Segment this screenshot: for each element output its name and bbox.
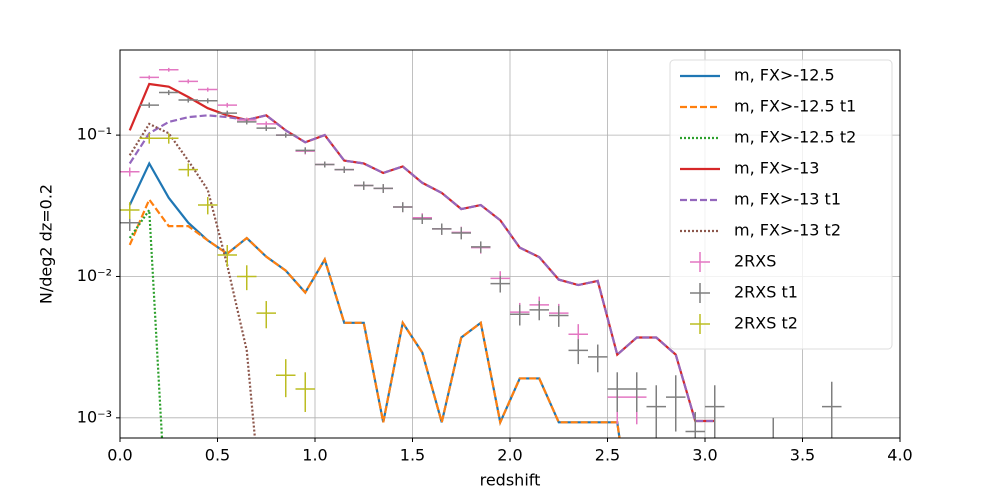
x-tick-label: 2.5 [595, 446, 620, 465]
error-point [178, 79, 198, 84]
legend-label: m, FX>-12.5 t2 [734, 128, 856, 147]
error-point [646, 385, 666, 438]
error-point [549, 305, 569, 327]
error-point [217, 110, 237, 116]
legend-label: 2RXS t2 [734, 314, 798, 333]
legend: m, FX>-12.5 m, FX>-12.5 t1 m, FX>-12.5 t2 m… [669, 59, 893, 350]
error-point [490, 275, 510, 293]
legend-box [669, 59, 893, 350]
series-line [128, 114, 715, 423]
ticks: 0.0 0.5 1.0 1.5 2.0 2.5 3.0 3.5 4.0 10⁻³ 10⁻² 10⁻¹ [77, 125, 913, 465]
legend-label: m, FX>-13 t1 [734, 190, 841, 209]
error-point [588, 344, 608, 373]
error-point [510, 304, 530, 326]
error-point [705, 385, 725, 438]
error-point [315, 161, 335, 168]
error-point [159, 67, 179, 72]
error-point [373, 184, 393, 193]
x-axis-label: redshift [480, 471, 541, 490]
error-point [295, 372, 315, 412]
error-point [276, 132, 296, 138]
error-point [178, 97, 198, 103]
legend-label: m, FX>-13 t2 [734, 221, 841, 240]
error-point [822, 381, 842, 438]
x-tick-label: 0.5 [205, 446, 230, 465]
series-line [128, 206, 164, 438]
error-point [139, 133, 159, 144]
y-axis-label: N/deg2 dz=0.2 [37, 184, 56, 304]
error-point [772, 417, 774, 438]
error-point [451, 227, 471, 240]
error-point [178, 163, 198, 177]
error-point [393, 202, 413, 213]
error-point [139, 75, 159, 80]
error-point [432, 223, 452, 235]
legend-label: 2RXS [734, 252, 776, 271]
y-tick-label: 10⁻¹ [77, 125, 112, 144]
series-line [128, 197, 621, 438]
error-point [334, 166, 354, 173]
error-point [256, 125, 276, 131]
error-point [217, 244, 237, 267]
x-tick-label: 3.0 [692, 446, 717, 465]
legend-label: m, FX>-13 [734, 159, 819, 178]
error-point [666, 375, 686, 432]
error-point [198, 196, 218, 215]
error-point [354, 181, 374, 190]
error-point [607, 372, 627, 412]
x-tick-label: 1.0 [302, 446, 327, 465]
error-point [237, 265, 257, 291]
error-point [120, 202, 140, 220]
legend-label: 2RXS t1 [734, 283, 798, 302]
x-tick-label: 0.0 [107, 446, 132, 465]
error-point [412, 214, 432, 225]
x-tick-label: 3.5 [790, 446, 815, 465]
error-point [159, 133, 179, 144]
plot-area [120, 67, 842, 438]
error-point [529, 301, 549, 321]
y-tick-label: 10⁻² [77, 266, 112, 285]
error-point [217, 102, 237, 108]
error-point [471, 241, 491, 253]
error-point [198, 87, 218, 92]
error-point [256, 301, 276, 329]
error-point [627, 372, 647, 412]
error-point [685, 411, 705, 438]
error-point [237, 119, 257, 125]
x-tick-label: 1.5 [400, 446, 425, 465]
error-point [120, 167, 140, 177]
legend-label: m, FX>-12.5 t1 [734, 97, 856, 116]
error-point [276, 359, 296, 398]
error-point [295, 147, 315, 154]
legend-label: m, FX>-12.5 [734, 66, 835, 85]
error-point [139, 102, 159, 108]
error-point [159, 90, 179, 96]
error-point [568, 339, 588, 365]
series-line [128, 122, 257, 438]
error-point [198, 98, 218, 104]
x-tick-label: 2.0 [497, 446, 522, 465]
y-tick-label: 10⁻³ [77, 407, 112, 426]
x-tick-label: 4.0 [887, 446, 912, 465]
